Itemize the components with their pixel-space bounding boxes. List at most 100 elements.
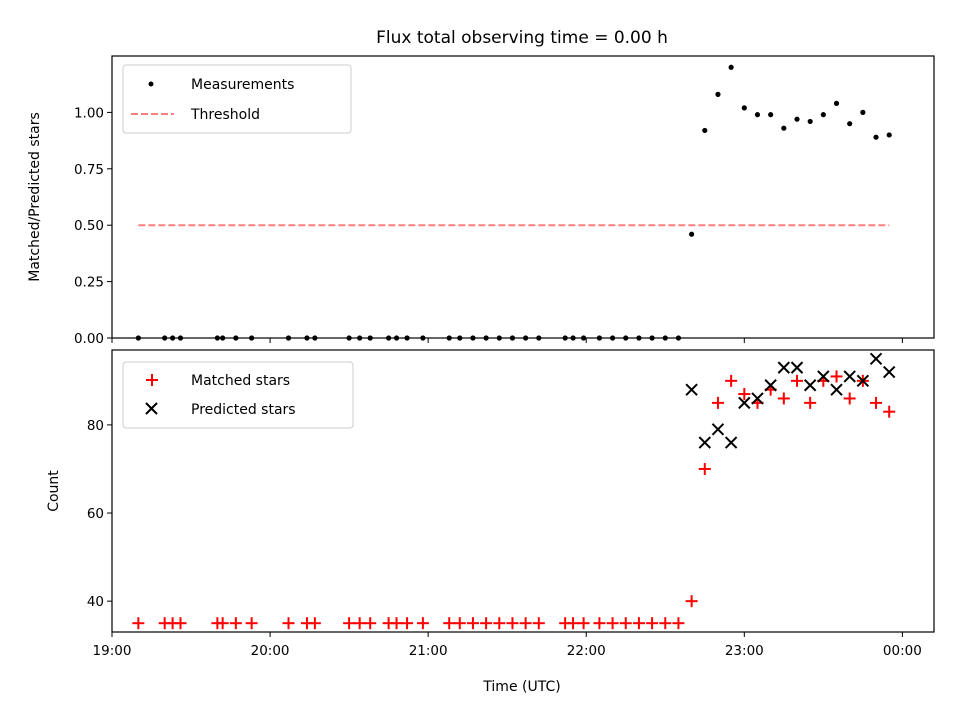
top-series-layer [135,64,892,341]
measurement-point [807,118,813,125]
matched-star-point [216,617,229,630]
matched-star-point [843,392,856,405]
measurement-point [220,335,226,341]
matched-star-point [791,374,803,387]
matched-star-point [632,617,645,630]
measurement-point [781,125,787,131]
measurement-point [768,112,774,118]
measurement-point [741,105,747,111]
top-legend-frame [122,64,352,134]
matched-star-point [132,617,145,630]
measurement-point [483,335,489,341]
matched-star-point [593,617,606,630]
legend-matched-marker [146,374,158,386]
matched-star-point [646,617,659,630]
matched-star-point [685,595,698,608]
measurement-point [169,335,176,341]
measurement-point [847,121,853,127]
predicted-star-point [685,383,698,396]
x-tick-label: 19:00 [93,643,132,659]
legend-threshold-label: Threshold [190,107,260,123]
measurement-point [886,132,892,138]
legend-predicted-label: Predicted stars [191,402,296,418]
measurement-point [357,335,363,341]
predicted-star-point [830,383,843,396]
bottom-y-axis: 40 60 80 [87,418,112,610]
y-tick-label: 60 [87,506,104,522]
measurement-point [860,109,866,115]
predicted-star-point [883,365,896,379]
measurement-point [386,335,392,341]
matched-star-point [506,617,519,630]
matched-star-point [738,388,751,401]
x-tick-label: 20:00 [251,643,290,659]
measurement-point [304,335,310,341]
measurement-point [446,335,452,341]
matched-star-point [480,617,493,630]
predicted-star-point [790,361,804,374]
measurement-point [715,91,721,97]
measurement-point [596,335,603,341]
matched-star-point [416,617,429,630]
matched-star-point [725,374,738,387]
y-tick-label: 0.00 [74,331,104,347]
matched-star-point [567,617,580,630]
bottom-x-axis: 19:00 20:00 21:00 22:00 23:00 00:00 [93,632,922,659]
matched-star-point [493,617,506,630]
x-tick-label: 23:00 [725,643,764,659]
measurement-point [536,335,542,341]
measurement-point [233,335,239,341]
top-plot-frame [111,55,935,339]
y-tick-label: 0.50 [74,218,104,234]
bottom-series-layer [132,352,896,630]
top-legend: Measurements Threshold [122,64,352,134]
predicted-star-point [843,370,856,383]
matched-star-point [443,617,456,630]
matched-star-point [606,617,619,630]
measurement-point [312,335,318,341]
measurement-point [562,335,568,341]
matched-star-point [282,617,295,630]
x-tick-label: 22:00 [567,643,606,659]
matched-star-point [672,617,685,630]
predicted-star-point [738,396,751,410]
matched-star-point [619,617,632,630]
measurement-point [393,335,400,341]
measurement-point [404,335,410,341]
bottom-legend: Matched stars Predicted stars [122,361,354,429]
bottom-plot-frame [111,349,935,633]
measurement-point [794,116,800,122]
y-tick-label: 0.75 [74,162,104,178]
measurement-point [570,335,576,341]
measurement-point [523,335,529,341]
matched-star-point [883,405,896,418]
legend-measurements-marker [148,81,154,87]
measurement-point [285,335,292,341]
measurement-point [367,335,373,341]
x-tick-label: 21:00 [409,643,448,659]
matched-star-point [659,617,672,630]
top-panel: 0.00 0.25 0.50 0.75 1.00 Matched/Predicted s… [27,55,935,347]
measurement-point [509,335,516,341]
matched-star-point [830,370,843,383]
matched-star-point [453,617,466,630]
measurement-point [580,335,587,341]
predicted-star-point [856,374,870,388]
y-tick-label: 40 [87,594,104,610]
matched-star-point [364,617,377,630]
matched-star-point [804,396,817,409]
measurement-point [470,335,476,341]
measurement-point [820,112,826,118]
measurement-point [662,335,668,341]
top-y-axis: 0.00 0.25 0.50 0.75 1.00 [74,105,112,347]
matched-star-point [401,617,414,630]
measurement-point [457,335,463,341]
predicted-star-point [869,352,883,366]
measurement-point [675,335,682,341]
measurement-point [702,127,708,134]
bottom-x-axis-label: Time (UTC) [482,679,560,695]
measurement-point [623,335,629,341]
measurement-point [249,335,255,341]
matched-star-point [711,396,724,409]
measurement-point [636,335,642,341]
